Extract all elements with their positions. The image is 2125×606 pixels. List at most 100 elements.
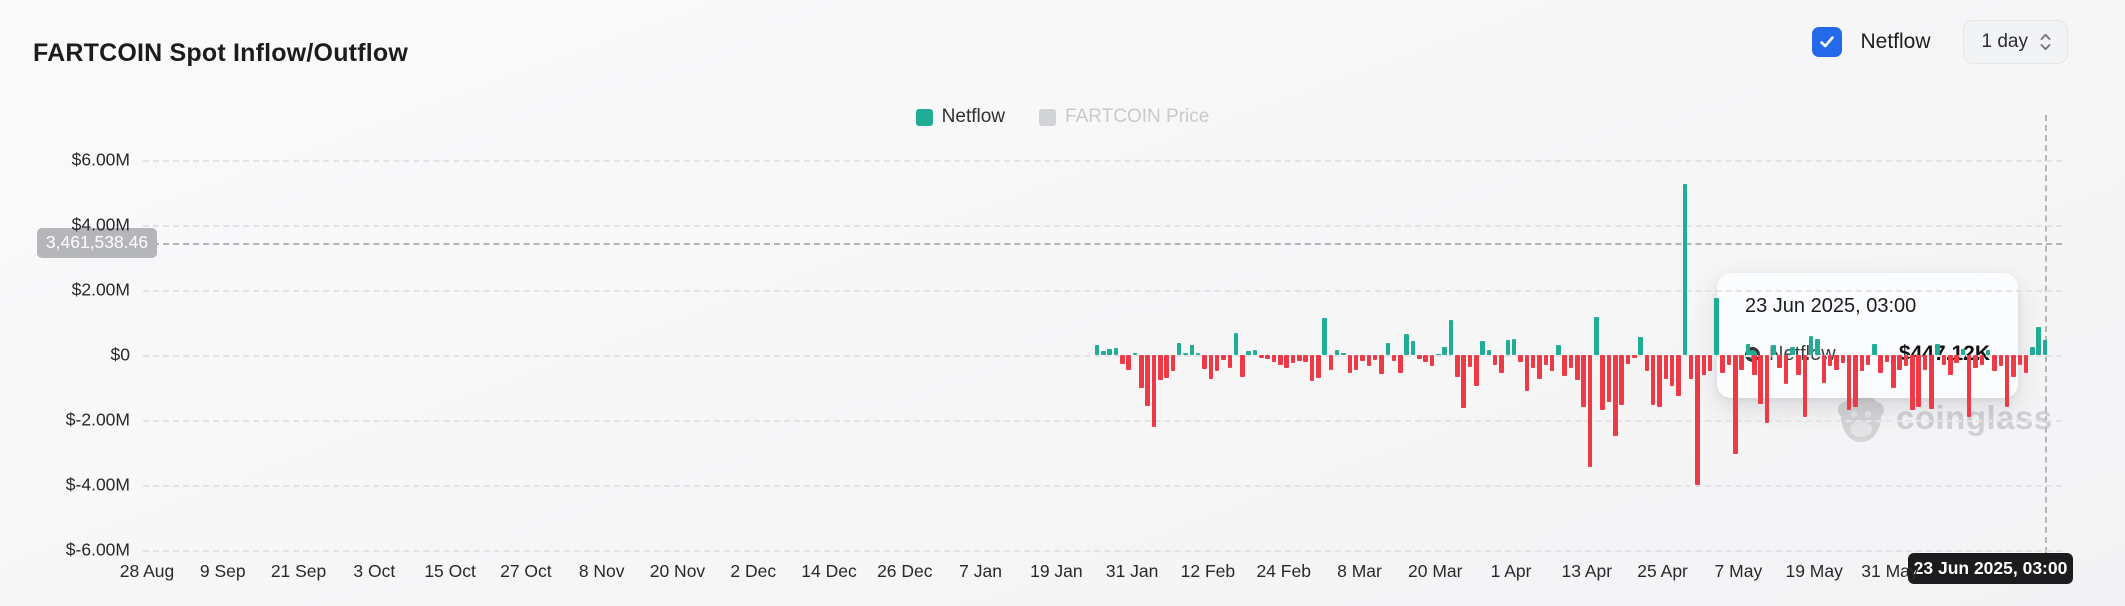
netflow-bar[interactable] xyxy=(1922,355,1928,370)
netflow-bar[interactable] xyxy=(1688,355,1694,380)
netflow-bar[interactable] xyxy=(1158,355,1163,380)
netflow-bar[interactable] xyxy=(1322,317,1327,355)
netflow-bar[interactable] xyxy=(1316,355,1321,378)
netflow-bar[interactable] xyxy=(1353,355,1359,371)
netflow-bar[interactable] xyxy=(1827,355,1833,367)
netflow-bar[interactable] xyxy=(1657,355,1662,407)
netflow-bar[interactable] xyxy=(1398,355,1403,373)
netflow-bar[interactable] xyxy=(1436,353,1441,355)
netflow-bar[interactable] xyxy=(1486,350,1492,355)
netflow-bar[interactable] xyxy=(1777,355,1782,368)
netflow-bar[interactable] xyxy=(1973,355,1978,368)
netflow-bar[interactable] xyxy=(1265,355,1270,360)
netflow-bar[interactable] xyxy=(1884,355,1890,362)
netflow-bar[interactable] xyxy=(1151,355,1157,427)
netflow-bar[interactable] xyxy=(1505,340,1510,355)
netflow-bar[interactable] xyxy=(1448,319,1454,355)
netflow-bar[interactable] xyxy=(1183,353,1188,355)
netflow-bar[interactable] xyxy=(1638,336,1643,355)
netflow-bar[interactable] xyxy=(1606,355,1612,402)
netflow-bar[interactable] xyxy=(1252,350,1258,355)
netflow-bar[interactable] xyxy=(1303,355,1308,362)
netflow-bar[interactable] xyxy=(1910,355,1915,411)
netflow-bar[interactable] xyxy=(1739,355,1744,370)
netflow-bar[interactable] xyxy=(1543,355,1548,365)
netflow-bar[interactable] xyxy=(2004,355,2010,407)
netflow-bar[interactable] xyxy=(1423,355,1428,362)
netflow-bar[interactable] xyxy=(1808,335,1814,355)
netflow-checkbox[interactable] xyxy=(1812,27,1843,57)
netflow-bar[interactable] xyxy=(1790,346,1795,355)
netflow-bar[interactable] xyxy=(1916,355,1921,407)
netflow-bar[interactable] xyxy=(1865,355,1871,365)
netflow-bar[interactable] xyxy=(1707,355,1713,372)
netflow-bar[interactable] xyxy=(1189,345,1194,356)
netflow-bar[interactable] xyxy=(1581,355,1586,407)
netflow-bar[interactable] xyxy=(2017,355,2022,365)
netflow-bar[interactable] xyxy=(1682,184,1687,355)
netflow-bar[interactable] xyxy=(1524,355,1529,391)
netflow-bar[interactable] xyxy=(1903,355,1909,367)
netflow-bar[interactable] xyxy=(1404,333,1409,355)
netflow-bar[interactable] xyxy=(1537,355,1542,380)
netflow-bar[interactable] xyxy=(1221,355,1226,360)
netflow-bar[interactable] xyxy=(1985,350,1991,355)
netflow-bar[interactable] xyxy=(1240,355,1245,378)
netflow-bar[interactable] xyxy=(1619,355,1624,406)
netflow-bar[interactable] xyxy=(1771,345,1776,356)
netflow-bar[interactable] xyxy=(1929,355,1934,409)
netflow-bar[interactable] xyxy=(1695,355,1700,485)
netflow-bar[interactable] xyxy=(1271,355,1277,362)
netflow-bar[interactable] xyxy=(1176,343,1182,355)
legend-item-fartcoin-price[interactable]: FARTCOIN Price xyxy=(1039,106,1209,128)
netflow-bar[interactable] xyxy=(1549,355,1555,372)
netflow-bar[interactable] xyxy=(1650,355,1656,406)
interval-selector[interactable]: 1 day xyxy=(1962,20,2068,64)
netflow-bar[interactable] xyxy=(1202,355,1207,369)
netflow-bar[interactable] xyxy=(1170,355,1176,371)
netflow-bar[interactable] xyxy=(1669,355,1675,386)
netflow-bar[interactable] xyxy=(1334,350,1340,355)
netflow-bar[interactable] xyxy=(1126,355,1131,370)
netflow-bar[interactable] xyxy=(1992,355,1997,372)
netflow-bar[interactable] xyxy=(1290,355,1296,363)
netflow-bar[interactable] xyxy=(1442,346,1447,356)
netflow-bar[interactable] xyxy=(1145,355,1150,406)
netflow-bar[interactable] xyxy=(1511,338,1517,356)
netflow-bar[interactable] xyxy=(1897,355,1902,370)
netflow-bar[interactable] xyxy=(1594,317,1599,355)
netflow-bar[interactable] xyxy=(1284,355,1289,368)
netflow-bar[interactable] xyxy=(1360,355,1365,361)
netflow-bar[interactable] xyxy=(1676,355,1681,396)
netflow-bar[interactable] xyxy=(1107,348,1112,355)
netflow-bar[interactable] xyxy=(2036,326,2041,355)
netflow-bar[interactable] xyxy=(1101,350,1106,355)
netflow-bar[interactable] xyxy=(1632,355,1637,358)
netflow-bar[interactable] xyxy=(2011,355,2016,378)
netflow-bar[interactable] xyxy=(1714,298,1719,355)
netflow-bar[interactable] xyxy=(1474,355,1479,386)
netflow-bar[interactable] xyxy=(1941,355,1947,365)
netflow-bar[interactable] xyxy=(1613,355,1618,437)
netflow-bar[interactable] xyxy=(1417,355,1422,359)
netflow-bar[interactable] xyxy=(1745,343,1751,355)
netflow-bar[interactable] xyxy=(1568,355,1574,368)
legend-item-netflow[interactable]: Netflow xyxy=(915,106,1005,128)
netflow-bar[interactable] xyxy=(1840,355,1845,364)
netflow-bar[interactable] xyxy=(1328,355,1334,370)
netflow-bar[interactable] xyxy=(1935,343,1940,355)
netflow-bar[interactable] xyxy=(1966,355,1972,417)
netflow-bar[interactable] xyxy=(1467,355,1473,367)
netflow-bar[interactable] xyxy=(1214,355,1220,372)
netflow-bar[interactable] xyxy=(1410,340,1416,355)
netflow-bar[interactable] xyxy=(1821,355,1827,383)
netflow-bar[interactable] xyxy=(1960,348,1966,355)
netflow-bar[interactable] xyxy=(1625,355,1631,364)
netflow-bar[interactable] xyxy=(2042,340,2048,355)
netflow-bar[interactable] xyxy=(1764,355,1770,424)
netflow-bar[interactable] xyxy=(1120,355,1125,364)
netflow-bar[interactable] xyxy=(1379,355,1384,374)
netflow-bar[interactable] xyxy=(1139,355,1144,389)
netflow-bar[interactable] xyxy=(1948,355,1953,375)
